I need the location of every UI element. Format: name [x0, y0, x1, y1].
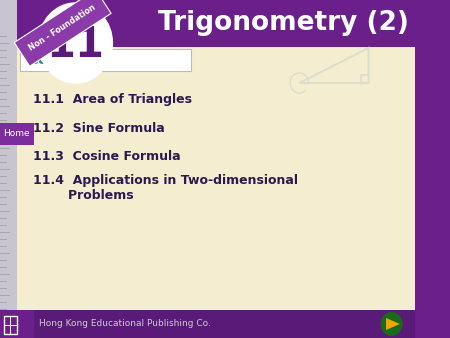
Bar	[0, 310, 414, 338]
Bar	[0, 0, 17, 338]
Bar	[17, 0, 414, 47]
Text: Non - Foundation: Non - Foundation	[27, 3, 98, 53]
Polygon shape	[386, 318, 400, 330]
Text: 11.4  Applications in Two-dimensional
        Problems: 11.4 Applications in Two-dimensional Pro…	[33, 174, 298, 202]
Bar	[17, 47, 414, 310]
Bar	[4, 316, 17, 334]
Text: 11.3  Cosine Formula: 11.3 Cosine Formula	[33, 149, 181, 163]
Text: Trigonometry (2): Trigonometry (2)	[158, 10, 410, 36]
Text: Hong Kong Educational Publishing Co.: Hong Kong Educational Publishing Co.	[39, 319, 211, 329]
Bar	[20, 49, 191, 71]
Circle shape	[39, 3, 112, 83]
Bar	[0, 310, 34, 338]
Circle shape	[381, 312, 403, 336]
Text: 11: 11	[46, 24, 104, 66]
Bar	[0, 123, 34, 145]
Text: Home: Home	[3, 129, 30, 139]
Text: 11.2  Sine Formula: 11.2 Sine Formula	[33, 121, 165, 135]
Text: Contents: Contents	[27, 52, 103, 68]
Text: 11.1  Area of Triangles: 11.1 Area of Triangles	[33, 94, 192, 106]
